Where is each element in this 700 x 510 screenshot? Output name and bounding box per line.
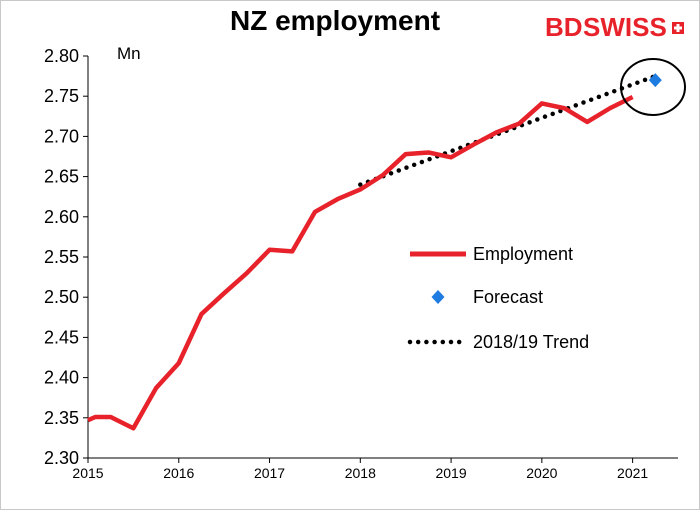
y-tick-label: 2.60 [44,207,79,227]
legend-label-employment: Employment [473,244,573,264]
x-tick-label: 2020 [526,465,557,481]
logo-mark-icon [672,22,684,34]
y-tick-group: 2.30 2.35 2.40 2.45 2.50 2.55 2.60 2.65 2.70 2.75… [44,46,88,468]
x-tick-label: 2015 [72,465,103,481]
y-tick-label: 2.70 [44,126,79,146]
y-tick-label: 2.65 [44,167,79,187]
y-tick-label: 2.40 [44,368,79,388]
y-tick-label: 2.80 [44,46,79,66]
x-tick-label: 2017 [254,465,285,481]
chart-title: NZ employment [230,5,440,36]
legend-label-forecast: Forecast [473,287,543,307]
series-line-employment [87,94,634,431]
x-tick-label: 2016 [163,465,194,481]
y-tick-label: 2.45 [44,327,79,347]
legend: Employment Forecast 2018/19 Trend [407,244,589,352]
forecast-point [648,73,662,88]
x-tick-label: 2018 [345,465,376,481]
y-tick-label: 2.30 [44,448,79,468]
legend-item-employment: Employment [410,244,573,264]
x-tick-label: 2019 [435,465,466,481]
x-tick-group: 2015 2016 2017 2018 2019 2020 2021 [72,458,648,481]
forecast-highlight-ellipse [620,58,686,116]
series-layer [87,73,662,431]
y-tick-label: 2.50 [44,287,79,307]
legend-item-forecast: Forecast [431,287,543,307]
y-tick-label: 2.55 [44,247,79,267]
logo-text-bd: BD [545,12,583,42]
logo-text-swiss: SWISS [583,12,667,42]
legend-label-trend: 2018/19 Trend [473,332,589,352]
x-tick-label: 2021 [617,465,648,481]
legend-item-trend: 2018/19 Trend [407,332,589,352]
bdswiss-logo: BD SWISS [545,12,684,42]
y-tick-label: 2.35 [44,408,79,428]
y-axis-unit-label: Mn [117,44,141,63]
y-tick-label: 2.75 [44,86,79,106]
legend-swatch-forecast [431,290,445,304]
